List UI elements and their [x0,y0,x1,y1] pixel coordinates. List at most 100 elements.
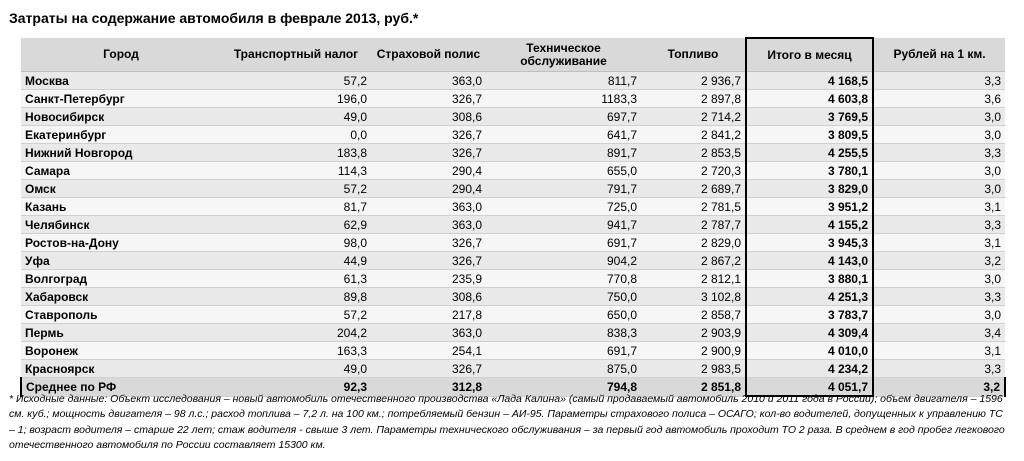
cell-per-km: 3,6 [873,89,1005,108]
cell-fuel: 2 903,9 [641,323,746,342]
footnote: * Исходные данные: Объект исследования –… [9,393,1005,451]
cell-fuel: 2 900,9 [641,341,746,360]
cell-insurance: 326,7 [371,251,486,270]
cell-tax: 62,9 [221,215,371,234]
cell-city: Красноярск [21,359,221,378]
header-tax: Транспортный налог [221,38,371,72]
table-row: Ростов-на-Дону 98,0 326,7 691,7 2 829,0 3 945… [21,233,1005,252]
cell-tax: 57,2 [221,305,371,324]
header-fuel: Топливо [641,38,746,72]
cell-fuel: 2 689,7 [641,179,746,198]
cell-city: Санкт-Петербург [21,89,221,108]
header-per-km: Рублей на 1 км. [873,38,1005,72]
cell-service: 1183,3 [486,89,641,108]
cell-service: 725,0 [486,197,641,216]
cell-insurance: 217,8 [371,305,486,324]
table-row: Волгоград 61,3 235,9 770,8 2 812,1 3 880,1 3,0 [21,269,1005,288]
average-city: Среднее по РФ [20,377,221,397]
cell-per-km: 3,3 [873,287,1005,306]
cell-total: 4 603,8 [745,89,874,108]
cell-fuel: 2 853,5 [641,143,746,162]
cell-tax: 204,2 [221,323,371,342]
cell-insurance: 363,0 [371,323,486,342]
header-insurance: Страховой полис [371,38,486,72]
cell-city: Ставрополь [21,305,221,324]
cell-total: 3 951,2 [745,197,874,216]
cell-total: 4 251,3 [745,287,874,306]
cell-tax: 89,8 [221,287,371,306]
average-service: 794,8 [486,377,641,397]
table-row: Екатеринбург 0,0 326,7 641,7 2 841,2 3 809,5 3… [21,125,1005,144]
table-row: Казань 81,7 363,0 725,0 2 781,5 3 951,2 3,1 [21,197,1005,216]
cell-fuel: 2 858,7 [641,305,746,324]
cell-service: 875,0 [486,359,641,378]
cell-service: 904,2 [486,251,641,270]
cell-per-km: 3,0 [873,125,1005,144]
cell-tax: 49,0 [221,359,371,378]
cell-service: 770,8 [486,269,641,288]
cell-insurance: 326,7 [371,359,486,378]
cell-tax: 57,2 [221,71,371,90]
cell-fuel: 2 897,8 [641,89,746,108]
cell-insurance: 363,0 [371,215,486,234]
table-row: Самара 114,3 290,4 655,0 2 720,3 3 780,1 3,0 [21,161,1005,180]
costs-table: Город Транспортный налог Страховой полис… [20,37,1006,397]
cell-tax: 0,0 [221,125,371,144]
cell-per-km: 3,4 [873,323,1005,342]
cell-city: Екатеринбург [21,125,221,144]
cell-tax: 163,3 [221,341,371,360]
page-title: Затраты на содержание автомобиля в февра… [9,10,419,26]
cell-insurance: 290,4 [371,179,486,198]
cell-city: Омск [21,179,221,198]
cell-tax: 57,2 [221,179,371,198]
cell-service: 691,7 [486,233,641,252]
cell-per-km: 3,0 [873,107,1005,126]
table-header-row: Город Транспортный налог Страховой полис… [21,37,1005,72]
table-row: Воронеж 163,3 254,1 691,7 2 900,9 4 010,0 3,1 [21,341,1005,360]
cell-per-km: 3,0 [873,305,1005,324]
cell-insurance: 290,4 [371,161,486,180]
header-service: Техническое обслуживание [486,38,641,72]
header-total: Итого в месяц [745,37,874,72]
cell-total: 3 880,1 [745,269,874,288]
cell-fuel: 2 867,2 [641,251,746,270]
cell-city: Казань [21,197,221,216]
table-row: Санкт-Петербург 196,0 326,7 1183,3 2 897,8 4 … [21,89,1005,108]
cell-total: 3 829,0 [745,179,874,198]
cell-fuel: 2 720,3 [641,161,746,180]
cell-fuel: 2 983,5 [641,359,746,378]
table-body: Москва 57,2 363,0 811,7 2 936,7 4 168,5 3,3 Сан… [21,71,1005,378]
cell-per-km: 3,1 [873,197,1005,216]
table-row: Новосибирск 49,0 308,6 697,7 2 714,2 3 769,5 3… [21,107,1005,126]
average-total: 4 051,7 [745,377,874,397]
cell-total: 4 155,2 [745,215,874,234]
cell-service: 791,7 [486,179,641,198]
cell-per-km: 3,0 [873,179,1005,198]
cell-city: Уфа [21,251,221,270]
cell-tax: 61,3 [221,269,371,288]
cell-service: 691,7 [486,341,641,360]
cell-insurance: 363,0 [371,71,486,90]
cell-city: Челябинск [21,215,221,234]
cell-city: Хабаровск [21,287,221,306]
cell-total: 4 234,2 [745,359,874,378]
cell-total: 3 809,5 [745,125,874,144]
cell-city: Пермь [21,323,221,342]
table-row: Красноярск 49,0 326,7 875,0 2 983,5 4 234,2 3,… [21,359,1005,378]
cell-per-km: 3,3 [873,215,1005,234]
average-fuel: 2 851,8 [641,377,746,397]
cell-fuel: 2 781,5 [641,197,746,216]
cell-service: 838,3 [486,323,641,342]
cell-per-km: 3,3 [873,359,1005,378]
cell-insurance: 308,6 [371,107,486,126]
cell-service: 891,7 [486,143,641,162]
cell-fuel: 2 714,2 [641,107,746,126]
cell-tax: 114,3 [221,161,371,180]
table-row: Уфа 44,9 326,7 904,2 2 867,2 4 143,0 3,2 [21,251,1005,270]
cell-insurance: 326,7 [371,233,486,252]
cell-city: Нижний Новгород [21,143,221,162]
table-row: Пермь 204,2 363,0 838,3 2 903,9 4 309,4 3,4 [21,323,1005,342]
cell-city: Воронеж [21,341,221,360]
table-row: Хабаровск 89,8 308,6 750,0 3 102,8 4 251,3 3,3 [21,287,1005,306]
cell-tax: 98,0 [221,233,371,252]
